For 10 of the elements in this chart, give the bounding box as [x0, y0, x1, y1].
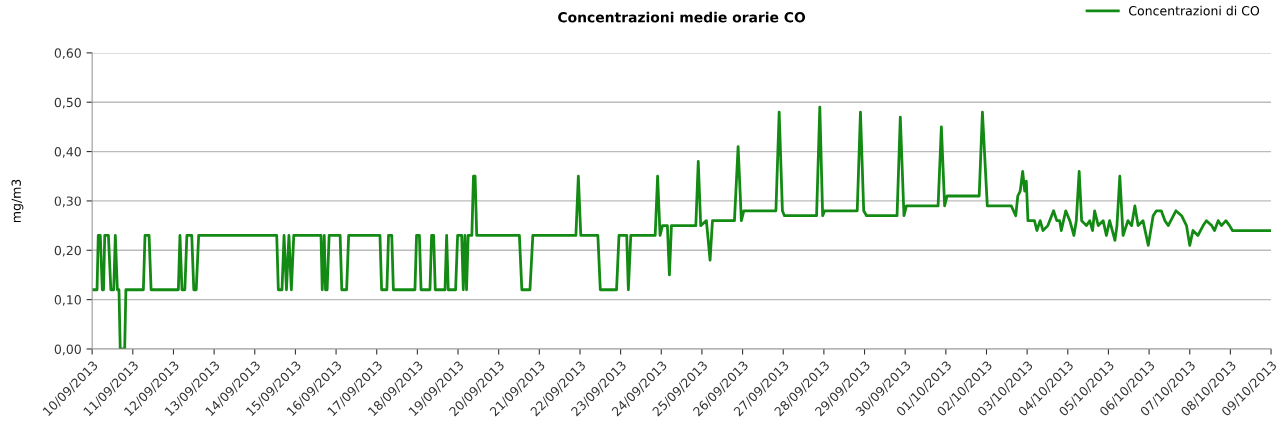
y-tick-label: 0,50: [54, 97, 81, 109]
y-tick-label: 0,20: [54, 245, 81, 257]
y-tick-label: 0,10: [54, 295, 81, 306]
y-axis-title: mg/m3: [11, 179, 24, 223]
y-tick-label: 0,30: [54, 196, 81, 208]
legend-label: Concentrazioni di CO: [1129, 5, 1260, 16]
chart-title: Concentrazioni medie orarie CO: [558, 11, 806, 23]
y-tick-label: 0,40: [54, 147, 81, 158]
y-tick-label: 0,60: [54, 48, 81, 60]
y-tick-label: 0,00: [54, 344, 81, 356]
